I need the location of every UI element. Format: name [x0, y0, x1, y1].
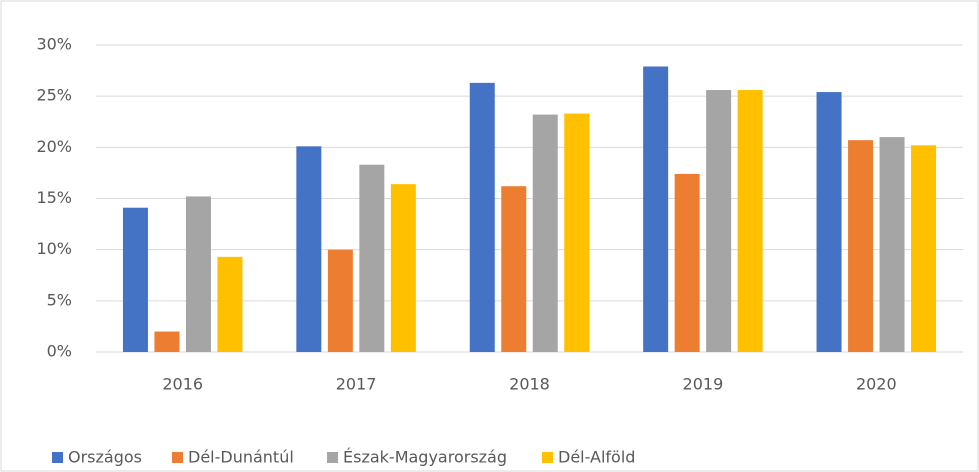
y-tick-label: 0% [47, 342, 72, 361]
y-tick-label: 10% [36, 239, 72, 258]
bar [296, 146, 322, 352]
legend-label: Országos [68, 448, 142, 467]
y-tick-label: 15% [36, 188, 72, 207]
legend-label: Dél-Alföld [558, 448, 635, 467]
bar [469, 82, 495, 352]
bar [327, 249, 353, 352]
bar [564, 113, 590, 353]
legend-swatch [172, 452, 183, 463]
legend-swatch [327, 452, 338, 463]
bar [706, 90, 732, 352]
bar [643, 66, 669, 353]
bar [359, 164, 385, 352]
bar [185, 196, 211, 352]
x-tick-label: 2020 [856, 375, 897, 394]
bar [848, 140, 874, 352]
bar [879, 137, 905, 352]
x-tick-label: 2017 [336, 375, 377, 394]
legend-label: Észak-Magyarország [343, 448, 507, 467]
x-tick-label: 2016 [162, 375, 203, 394]
y-tick-label: 5% [47, 290, 72, 309]
legend-swatch [52, 452, 63, 463]
bar [737, 90, 763, 352]
bar [532, 114, 558, 352]
x-tick-label: 2019 [683, 375, 724, 394]
y-tick-label: 20% [36, 137, 72, 156]
legend-swatch [542, 452, 553, 463]
bar [154, 331, 180, 352]
bar [217, 256, 243, 352]
bar [390, 184, 416, 352]
bar [122, 207, 148, 352]
bar [816, 92, 842, 352]
legend-label: Dél-Dunántúl [188, 448, 294, 467]
bar [911, 145, 937, 352]
bar [501, 186, 527, 352]
bar [674, 173, 700, 352]
y-tick-label: 30% [36, 35, 72, 54]
y-tick-label: 25% [36, 86, 72, 105]
x-tick-label: 2018 [509, 375, 550, 394]
